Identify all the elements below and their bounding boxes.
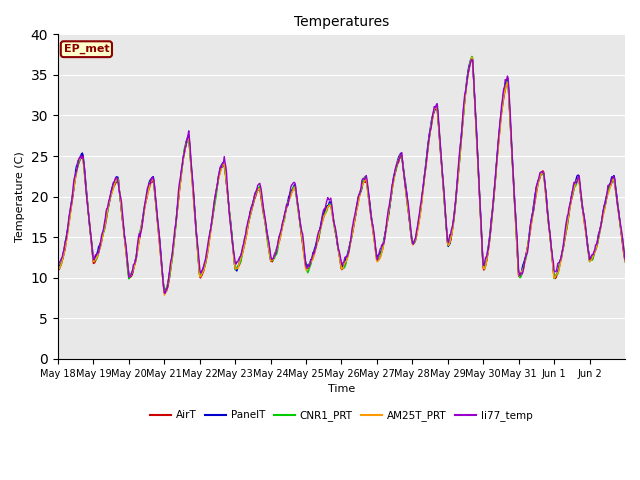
li77_temp	[275, 234, 283, 240]
Line: AirT: AirT	[58, 59, 625, 293]
CNR1_PRT	[225, 209, 233, 215]
AM25T_PRT	[468, 54, 476, 60]
PanelT	[433, 103, 440, 108]
Text: EP_met: EP_met	[63, 44, 109, 54]
PanelT	[120, 233, 128, 239]
CNR1_PRT	[275, 238, 283, 243]
li77_temp	[120, 233, 128, 239]
li77_temp	[621, 256, 629, 262]
CNR1_PRT	[433, 104, 440, 110]
CNR1_PRT	[468, 53, 476, 59]
li77_temp	[401, 178, 408, 184]
AirT	[401, 178, 408, 184]
CNR1_PRT	[621, 257, 629, 263]
CNR1_PRT	[120, 232, 128, 238]
li77_temp	[433, 101, 440, 107]
AM25T_PRT	[275, 240, 283, 246]
PanelT	[161, 290, 169, 296]
PanelT	[225, 209, 233, 215]
Line: AM25T_PRT: AM25T_PRT	[58, 57, 625, 295]
AirT	[253, 186, 261, 192]
AirT	[468, 56, 476, 62]
AM25T_PRT	[225, 210, 233, 216]
AirT	[161, 290, 169, 296]
AM25T_PRT	[120, 234, 128, 240]
AM25T_PRT	[401, 177, 408, 183]
AirT	[275, 240, 283, 245]
AM25T_PRT	[621, 259, 629, 264]
CNR1_PRT	[401, 176, 408, 182]
Line: li77_temp: li77_temp	[58, 60, 625, 293]
AM25T_PRT	[433, 104, 440, 110]
li77_temp	[468, 57, 476, 62]
AirT	[120, 234, 128, 240]
AirT	[621, 258, 629, 264]
li77_temp	[253, 183, 261, 189]
AirT	[54, 267, 61, 273]
li77_temp	[161, 290, 169, 296]
AirT	[433, 106, 440, 111]
Line: CNR1_PRT: CNR1_PRT	[58, 56, 625, 292]
CNR1_PRT	[54, 266, 61, 272]
Title: Temperatures: Temperatures	[294, 15, 389, 29]
CNR1_PRT	[253, 188, 261, 194]
X-axis label: Time: Time	[328, 384, 355, 394]
li77_temp	[225, 213, 233, 218]
AM25T_PRT	[161, 292, 168, 298]
AirT	[225, 209, 233, 215]
PanelT	[401, 175, 408, 181]
Line: PanelT: PanelT	[58, 58, 625, 293]
Legend: AirT, PanelT, CNR1_PRT, AM25T_PRT, li77_temp: AirT, PanelT, CNR1_PRT, AM25T_PRT, li77_…	[146, 406, 537, 426]
Y-axis label: Temperature (C): Temperature (C)	[15, 151, 25, 242]
PanelT	[54, 264, 61, 270]
PanelT	[275, 236, 283, 242]
CNR1_PRT	[161, 289, 168, 295]
AM25T_PRT	[253, 188, 261, 193]
li77_temp	[54, 263, 61, 269]
PanelT	[468, 55, 476, 60]
PanelT	[621, 259, 629, 264]
PanelT	[253, 186, 261, 192]
AM25T_PRT	[54, 266, 61, 272]
